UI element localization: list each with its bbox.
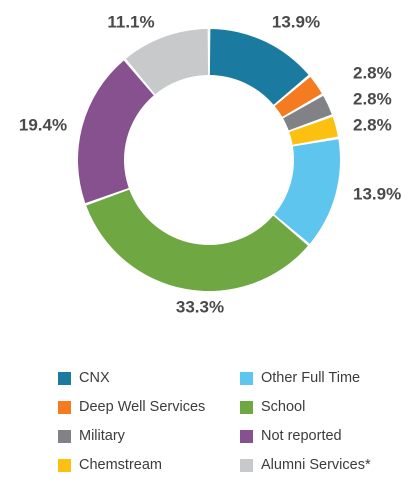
- data-label-alumni-services: 11.1%: [107, 12, 154, 31]
- legend-swatch: [58, 371, 71, 385]
- legend: CNX Deep Well Services Military Chemstream O…: [0, 364, 417, 474]
- legend-item-alumni-services: Alumni Services*: [240, 454, 371, 476]
- data-label-other-full-time: 13.9%: [353, 184, 401, 203]
- legend-label: Chemstream: [79, 457, 162, 473]
- legend-label: Military: [79, 428, 125, 444]
- legend-swatch: [240, 400, 253, 414]
- legend-label: Other Full Time: [261, 370, 361, 386]
- legend-item-school: School: [240, 396, 305, 418]
- data-label-school: 33.3%: [176, 297, 224, 316]
- slice-deep-well-services: [274, 76, 322, 117]
- data-label-not-reported: 19.4%: [19, 115, 67, 134]
- data-label-deep-well-services: 2.8%: [353, 63, 392, 82]
- legend-label: Not reported: [261, 428, 342, 444]
- legend-swatch: [58, 429, 71, 443]
- legend-swatch: [240, 429, 253, 443]
- data-label-chemstream: 2.8%: [353, 115, 392, 134]
- legend-swatch: [58, 458, 71, 472]
- legend-label: School: [261, 399, 306, 415]
- legend-item-other-full-time: Other Full Time: [240, 367, 360, 389]
- legend-label: Deep Well Services: [79, 399, 206, 415]
- slice-alumni-services: [125, 29, 209, 95]
- legend-swatch: [240, 458, 253, 472]
- data-label-military: 2.8%: [353, 89, 392, 108]
- legend-item-chemstream: Chemstream: [58, 454, 162, 476]
- slice-cnx: [209, 29, 309, 105]
- data-label-cnx: 13.9%: [272, 12, 320, 31]
- legend-label: Alumni Services*: [261, 457, 371, 473]
- legend-item-not-reported: Not reported: [240, 425, 342, 447]
- legend-swatch: [240, 371, 253, 385]
- slice-not-reported: [78, 60, 154, 204]
- slice-military: [283, 95, 332, 131]
- slice-chemstream: [289, 116, 338, 145]
- slice-other-full-time: [274, 139, 340, 244]
- legend-item-cnx: CNX: [58, 367, 110, 389]
- slice-school: [86, 189, 308, 291]
- legend-item-deep-well-services: Deep Well Services: [58, 396, 205, 418]
- legend-item-military: Military: [58, 425, 125, 447]
- legend-label: CNX: [79, 370, 110, 386]
- legend-swatch: [58, 400, 71, 414]
- donut-chart: 13.9% 2.8% 2.8% 2.8% 13.9% 33.3% 19.4% 11.1%: [19, 12, 401, 316]
